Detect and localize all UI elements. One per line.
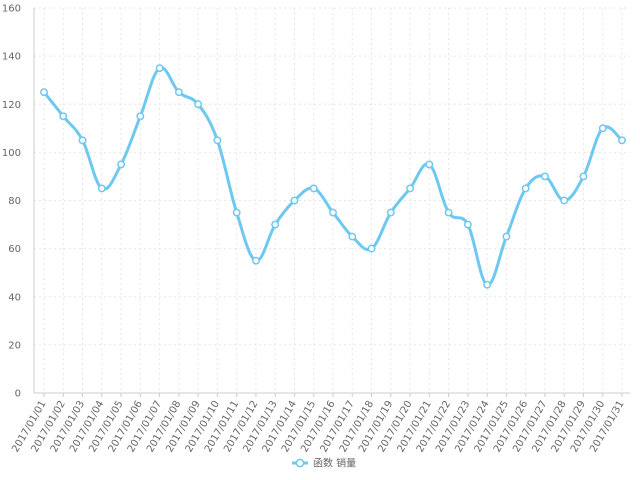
y-tick-label: 100: [2, 148, 21, 159]
axes: [33, 8, 630, 397]
data-point: [540, 172, 549, 181]
legend[interactable]: 函数 销量: [292, 457, 356, 470]
data-point: [309, 184, 318, 193]
data-point: [136, 112, 145, 121]
legend-label: 函数 销量: [313, 457, 356, 470]
series-line: [42, 66, 624, 287]
grid: [34, 7, 630, 393]
data-point: [271, 220, 280, 229]
data-point: [386, 208, 395, 217]
legend-marker-swatch: [295, 458, 305, 468]
data-point: [213, 136, 222, 145]
data-point: [155, 64, 164, 73]
data-point: [290, 196, 299, 205]
data-point: [560, 196, 569, 205]
data-point: [194, 100, 203, 109]
series: [40, 64, 626, 289]
y-tick-label: 120: [2, 100, 21, 111]
data-point: [251, 256, 260, 265]
y-tick-label: 20: [8, 340, 21, 351]
data-point: [78, 136, 87, 145]
data-point: [598, 124, 607, 133]
y-tick-label: 40: [8, 292, 21, 303]
data-point: [117, 160, 126, 169]
y-tick-label: 0: [15, 389, 21, 400]
data-point: [521, 184, 530, 193]
data-point: [579, 172, 588, 181]
data-point: [463, 220, 472, 229]
data-point: [367, 244, 376, 253]
data-point: [483, 280, 492, 289]
data-point: [425, 160, 434, 169]
data-point: [232, 208, 241, 217]
data-point: [348, 232, 357, 241]
data-point: [406, 184, 415, 193]
data-point: [59, 112, 68, 121]
x-tick-labels: 2017/01/012017/01/022017/01/032017/01/04…: [10, 399, 626, 454]
data-point: [618, 136, 626, 145]
data-point: [97, 184, 106, 193]
data-point: [444, 208, 453, 217]
y-tick-labels: 0 20 40 60 80 100 120 140 160: [2, 4, 21, 400]
y-tick-label: 60: [8, 244, 21, 255]
y-tick-label: 80: [8, 196, 21, 207]
y-tick-label: 160: [2, 4, 21, 15]
data-point: [502, 232, 511, 241]
data-point: [40, 88, 48, 97]
data-point: [329, 208, 337, 217]
y-tick-label: 140: [2, 52, 21, 63]
data-point: [174, 88, 183, 97]
